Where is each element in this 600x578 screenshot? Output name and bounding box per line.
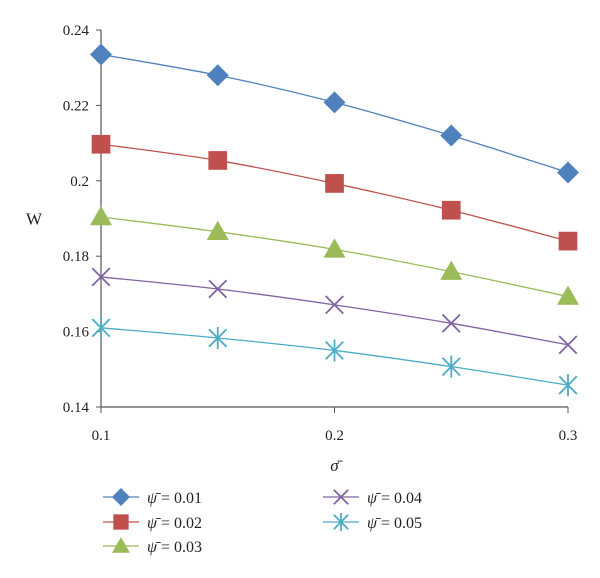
- legend-label: ψ̄ = 0.01: [147, 490, 202, 507]
- legend-item: ψ̄ = 0.04: [323, 489, 422, 507]
- data-point: [206, 64, 229, 87]
- data-point: [325, 174, 344, 193]
- x-tick-label: 0.2: [325, 428, 344, 444]
- y-tick-label: 0.2: [70, 174, 89, 190]
- legend-marker: [333, 489, 349, 505]
- legend-marker: [113, 514, 129, 530]
- legend-label: ψ̄ = 0.03: [147, 539, 202, 556]
- x-tick-label: 0.1: [92, 428, 111, 444]
- legend-marker: [112, 537, 130, 553]
- y-tick-label: 0.24: [63, 23, 90, 39]
- legend-item: ψ̄ = 0.03: [103, 537, 202, 556]
- data-point: [91, 134, 111, 154]
- data-point: [440, 124, 463, 147]
- legend: ψ̄ = 0.01 ψ̄ = 0.02 ψ̄ = 0.03 ψ̄ = 0.04 ψ̄ =…: [103, 488, 422, 556]
- legend-item: ψ̄ = 0.02: [103, 514, 202, 532]
- series-5: [91, 316, 578, 397]
- series-2: [91, 134, 578, 251]
- data-point: [558, 231, 578, 251]
- x-tick-labels: 0.1 0.2 0.3: [92, 428, 578, 444]
- data-point: [557, 285, 579, 305]
- data-point: [325, 339, 344, 362]
- y-tick-label: 0.18: [63, 249, 89, 265]
- y-axis-label: W: [26, 210, 43, 229]
- series-4: [91, 267, 578, 355]
- data-point: [206, 220, 229, 240]
- data-point: [90, 205, 112, 226]
- plot-area: [90, 43, 579, 397]
- x-tick-label: 0.3: [559, 428, 578, 444]
- legend-item: ψ̄ = 0.05: [323, 513, 422, 532]
- series-line: [100, 53, 569, 174]
- legend-marker: [333, 513, 349, 531]
- y-tick-label: 0.14: [63, 400, 90, 416]
- data-point: [90, 43, 112, 66]
- data-point: [208, 327, 228, 350]
- data-point: [440, 260, 463, 280]
- data-point: [323, 91, 346, 114]
- data-point: [208, 151, 228, 170]
- data-point: [557, 161, 579, 184]
- y-tick-label: 0.22: [63, 98, 89, 114]
- y-tick-labels: 0.14 0.16 0.18 0.2 0.22 0.24: [63, 23, 90, 416]
- legend-label: ψ̄ = 0.02: [147, 515, 202, 532]
- data-point: [323, 238, 346, 258]
- data-point: [91, 316, 111, 339]
- data-point: [441, 313, 461, 333]
- data-point: [325, 295, 344, 315]
- x-axis-label: σ̄: [330, 456, 343, 475]
- legend-item: ψ̄ = 0.01: [103, 488, 202, 507]
- series-1: [90, 43, 579, 184]
- data-point: [208, 279, 228, 299]
- series-line: [100, 276, 569, 346]
- data-point: [558, 374, 578, 397]
- legend-label: ψ̄ = 0.05: [367, 515, 422, 532]
- series-3: [90, 205, 579, 305]
- data-point: [441, 355, 461, 378]
- legend-label: ψ̄ = 0.04: [367, 490, 422, 507]
- data-point: [558, 335, 578, 355]
- legend-marker: [112, 488, 130, 506]
- data-point: [91, 267, 111, 287]
- y-tick-label: 0.16: [63, 325, 90, 341]
- data-point: [441, 200, 461, 220]
